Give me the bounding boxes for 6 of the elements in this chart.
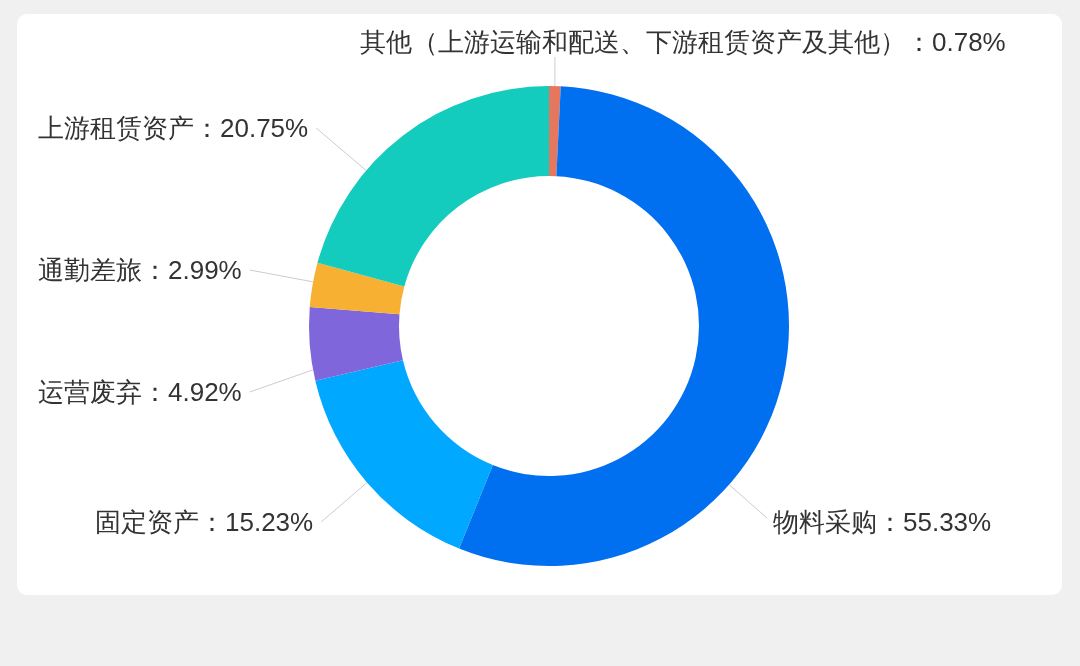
slice-label: 上游租赁资产：20.75% [38, 113, 309, 143]
slice-label: 通勤差旅：2.99% [38, 255, 242, 285]
slice-label: 物料采购：55.33% [773, 507, 992, 537]
slice-label: 其他（上游运输和配送、下游租赁资产及其他）：0.78% [360, 27, 1006, 57]
slice-label: 运营废弃：4.92% [38, 377, 242, 407]
slice-label: 固定资产：15.23% [95, 507, 314, 537]
